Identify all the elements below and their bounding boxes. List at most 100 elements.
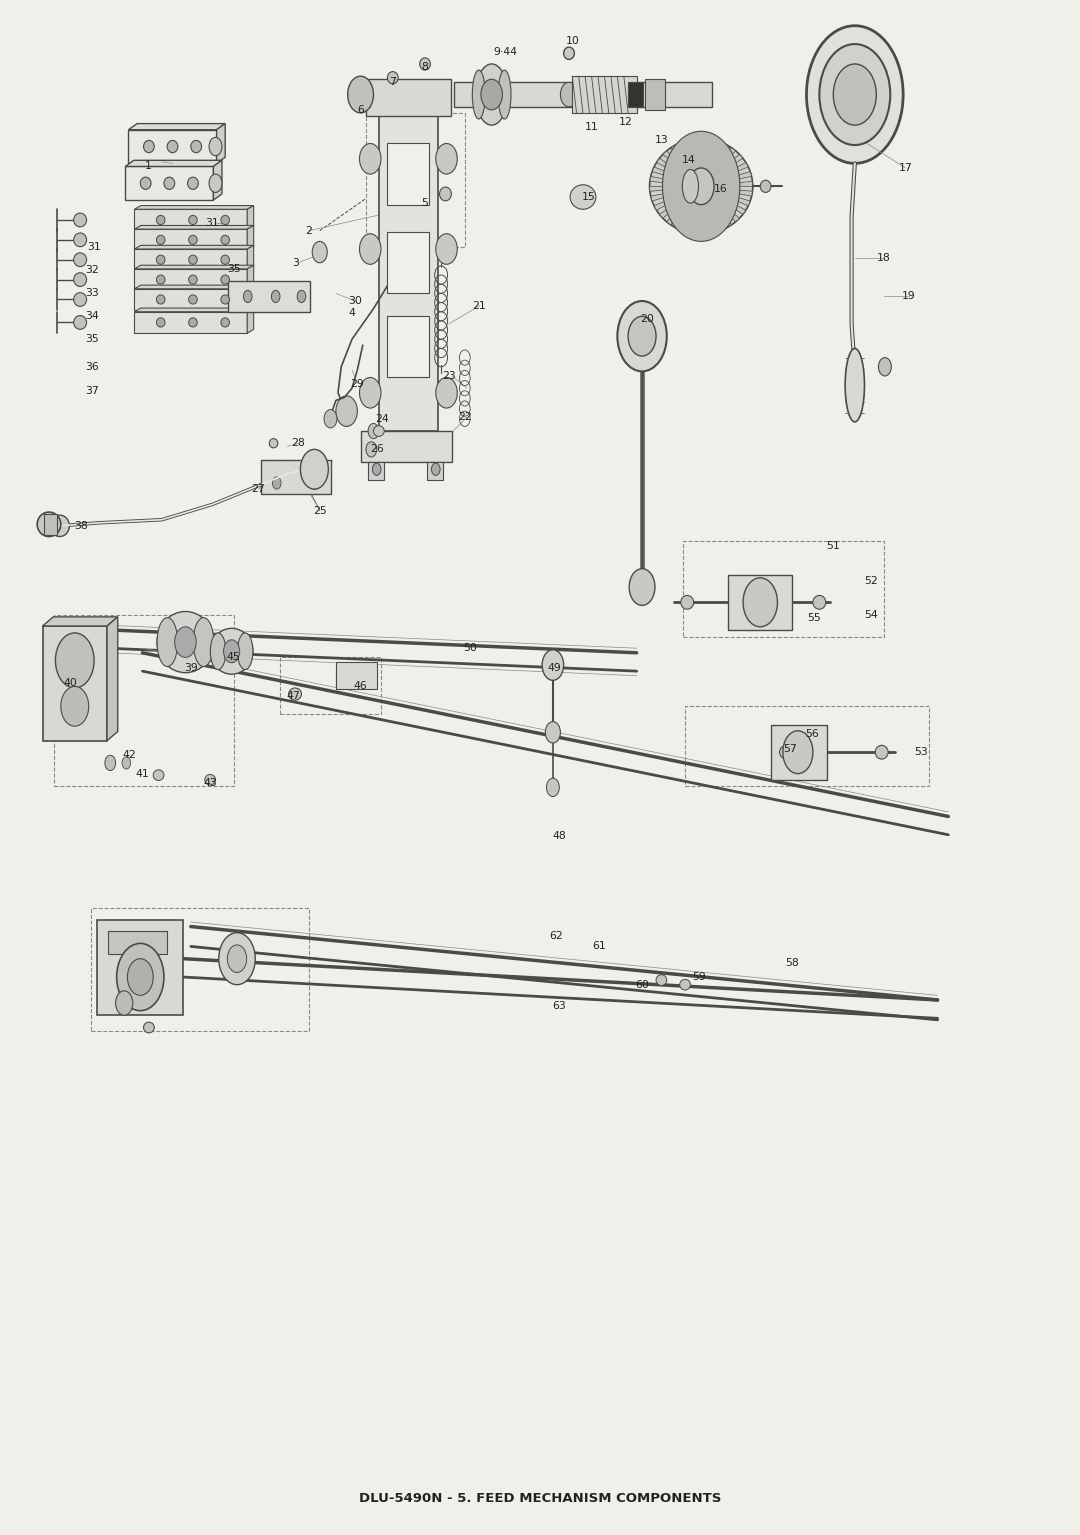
Polygon shape	[247, 226, 254, 250]
Bar	[572, 77, 637, 114]
Polygon shape	[738, 172, 752, 180]
Ellipse shape	[188, 177, 199, 189]
Polygon shape	[247, 309, 254, 333]
Text: 43: 43	[203, 778, 217, 787]
Ellipse shape	[221, 235, 229, 244]
Circle shape	[116, 990, 133, 1015]
Circle shape	[224, 640, 240, 663]
Circle shape	[227, 946, 246, 973]
Bar	[629, 83, 644, 107]
Polygon shape	[649, 186, 663, 192]
Text: 52: 52	[864, 576, 878, 586]
Ellipse shape	[475, 64, 508, 126]
Circle shape	[820, 45, 890, 144]
Text: 12: 12	[619, 117, 633, 127]
Ellipse shape	[144, 1022, 154, 1033]
Bar	[129, 130, 217, 163]
Text: 35: 35	[85, 335, 99, 344]
Polygon shape	[247, 266, 254, 290]
Circle shape	[481, 80, 502, 111]
Polygon shape	[737, 198, 751, 206]
Text: 35: 35	[227, 264, 241, 273]
Circle shape	[122, 757, 131, 769]
Text: 57: 57	[783, 744, 797, 754]
Text: 55: 55	[807, 612, 821, 623]
Text: 6: 6	[357, 104, 364, 115]
Bar	[125, 166, 214, 200]
Text: 15: 15	[581, 192, 595, 203]
Ellipse shape	[211, 632, 226, 669]
Circle shape	[271, 290, 280, 302]
Polygon shape	[217, 124, 226, 163]
Ellipse shape	[73, 253, 86, 267]
Polygon shape	[129, 124, 226, 130]
Polygon shape	[134, 206, 254, 209]
Ellipse shape	[157, 275, 165, 284]
Bar	[388, 143, 430, 204]
Circle shape	[688, 167, 714, 204]
Circle shape	[105, 755, 116, 771]
Bar	[366, 114, 464, 247]
Bar	[685, 706, 929, 786]
Ellipse shape	[157, 318, 165, 327]
Bar	[228, 281, 310, 312]
Text: 31: 31	[87, 243, 102, 252]
Bar	[388, 316, 430, 378]
Text: 28: 28	[292, 439, 306, 448]
Ellipse shape	[157, 215, 165, 224]
Text: 29: 29	[351, 379, 364, 388]
Bar	[645, 80, 664, 111]
Ellipse shape	[167, 140, 178, 152]
Text: 46: 46	[353, 682, 367, 691]
Bar	[134, 269, 247, 290]
Bar	[454, 83, 712, 107]
Polygon shape	[701, 138, 706, 150]
Text: 37: 37	[85, 387, 99, 396]
Ellipse shape	[269, 439, 278, 448]
Ellipse shape	[189, 255, 198, 264]
Circle shape	[311, 477, 320, 490]
Ellipse shape	[875, 746, 888, 760]
Circle shape	[272, 477, 281, 490]
Polygon shape	[125, 160, 222, 166]
Text: 7: 7	[390, 77, 396, 87]
Ellipse shape	[221, 215, 229, 224]
Text: 38: 38	[75, 520, 89, 531]
Text: 41: 41	[136, 769, 149, 778]
Circle shape	[360, 378, 381, 408]
Circle shape	[60, 686, 89, 726]
Ellipse shape	[153, 769, 164, 780]
Ellipse shape	[164, 177, 175, 189]
Ellipse shape	[472, 71, 485, 120]
Polygon shape	[660, 207, 673, 218]
Circle shape	[561, 83, 578, 107]
Bar	[771, 725, 827, 780]
Ellipse shape	[221, 295, 229, 304]
Text: 16: 16	[714, 184, 728, 195]
Polygon shape	[247, 286, 254, 310]
Bar	[134, 209, 247, 230]
Circle shape	[743, 577, 778, 626]
Polygon shape	[663, 150, 675, 163]
Bar	[108, 932, 167, 955]
Ellipse shape	[221, 275, 229, 284]
Polygon shape	[720, 215, 731, 227]
Text: 39: 39	[184, 663, 198, 672]
Circle shape	[127, 959, 153, 995]
Circle shape	[55, 632, 94, 688]
Circle shape	[435, 378, 457, 408]
Polygon shape	[134, 246, 254, 249]
Circle shape	[542, 649, 564, 680]
Text: 47: 47	[286, 691, 300, 700]
Ellipse shape	[238, 632, 253, 669]
Ellipse shape	[498, 71, 511, 120]
Bar	[261, 460, 332, 494]
Ellipse shape	[288, 688, 301, 700]
Bar	[42, 626, 107, 741]
Text: 4: 4	[349, 309, 355, 318]
Bar	[336, 662, 377, 689]
Polygon shape	[727, 210, 740, 221]
Text: 62: 62	[550, 930, 563, 941]
Text: 2: 2	[306, 226, 312, 236]
Circle shape	[368, 424, 379, 439]
